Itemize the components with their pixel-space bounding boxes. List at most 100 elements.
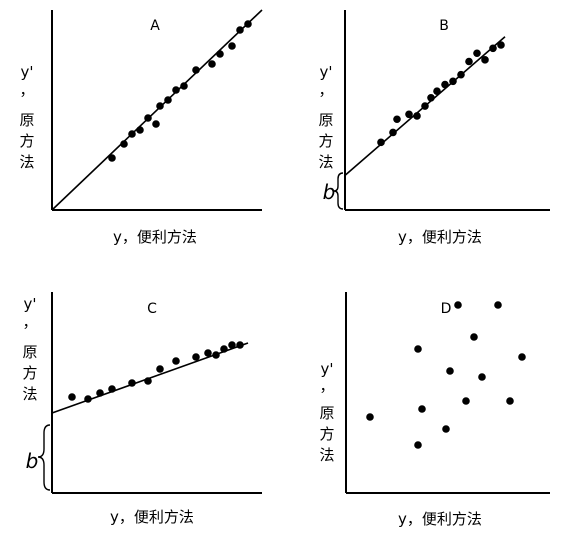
data-point xyxy=(192,353,200,361)
data-point xyxy=(449,77,457,86)
intercept-brace xyxy=(37,424,51,491)
data-point xyxy=(108,385,116,393)
data-point xyxy=(208,60,216,68)
data-point xyxy=(68,393,76,401)
data-points xyxy=(366,301,526,449)
data-point xyxy=(442,425,450,433)
y-label-prime: y' xyxy=(320,360,333,378)
panel-c: C y' ， 原 方 法 b y，便利方法 xyxy=(22,292,262,526)
data-point xyxy=(506,397,514,405)
y-label-char-3: 法 xyxy=(318,153,333,171)
data-point xyxy=(393,115,401,124)
y-label-prime: y' xyxy=(319,63,332,81)
panel-a: A y' ， 原 方 法 y，便利方法 xyxy=(19,9,263,246)
data-point xyxy=(389,128,397,137)
y-label-char-2: 方 xyxy=(22,364,37,382)
y-label-prime: y' xyxy=(20,63,33,81)
x-axis-label: y，便利方法 xyxy=(110,508,194,526)
data-point xyxy=(377,138,385,147)
data-point xyxy=(414,345,422,353)
data-point xyxy=(478,373,486,381)
data-point xyxy=(462,397,470,405)
panel-title: D xyxy=(441,301,452,317)
data-point xyxy=(192,66,200,74)
panel-title: C xyxy=(147,301,157,317)
data-point xyxy=(84,395,92,403)
data-point xyxy=(96,389,104,397)
data-point xyxy=(128,130,136,138)
data-point xyxy=(156,365,164,373)
data-points xyxy=(51,9,263,211)
y-label-char-1: 原 xyxy=(318,111,333,129)
data-point xyxy=(473,49,481,58)
data-point xyxy=(236,26,244,34)
x-axis-label: y，便利方法 xyxy=(398,228,482,246)
data-point xyxy=(366,413,374,421)
y-label-comma: ， xyxy=(19,81,34,99)
data-point xyxy=(481,56,489,64)
data-point xyxy=(433,87,441,95)
data-point xyxy=(418,405,426,413)
intercept-label: b xyxy=(323,180,336,204)
data-point xyxy=(136,126,144,134)
data-point xyxy=(446,367,454,375)
y-label-comma: ， xyxy=(22,313,37,331)
y-label-char-3: 法 xyxy=(19,153,34,171)
data-point xyxy=(414,441,422,449)
y-label-char-1: 原 xyxy=(22,343,37,361)
data-point xyxy=(494,301,502,309)
data-point xyxy=(441,80,449,89)
data-point xyxy=(465,57,473,66)
data-point xyxy=(204,349,212,357)
data-point xyxy=(180,82,188,90)
data-point xyxy=(421,102,429,110)
data-point xyxy=(172,86,180,94)
fit-line xyxy=(51,9,263,211)
panel-title: B xyxy=(439,18,449,34)
data-point xyxy=(220,345,228,353)
data-point xyxy=(172,357,180,365)
y-label-char-2: 方 xyxy=(318,132,333,150)
data-point xyxy=(489,44,497,53)
data-point xyxy=(144,114,152,122)
y-label-char-3: 法 xyxy=(22,385,37,403)
data-point xyxy=(228,341,236,349)
intercept-brace xyxy=(333,172,344,210)
data-point xyxy=(454,301,462,309)
data-point xyxy=(128,379,136,387)
data-point xyxy=(236,341,244,349)
y-label-comma: ， xyxy=(319,377,334,395)
data-point xyxy=(156,102,164,110)
data-point xyxy=(497,41,505,49)
y-label-char-1: 原 xyxy=(319,404,334,422)
data-point xyxy=(518,353,526,361)
x-axis-label: y，便利方法 xyxy=(113,228,197,246)
panel-b: B y' ， 原 方 法 b y，便利方法 xyxy=(318,10,550,246)
data-point xyxy=(152,120,160,128)
data-point xyxy=(405,110,413,119)
data-point xyxy=(164,96,172,104)
data-point xyxy=(427,94,435,102)
panel-title: A xyxy=(150,18,160,34)
y-label-char-1: 原 xyxy=(19,111,34,129)
data-point xyxy=(228,42,236,50)
y-label-comma: ， xyxy=(318,81,333,99)
data-point xyxy=(244,20,252,28)
data-points xyxy=(51,341,249,414)
intercept-label: b xyxy=(26,449,39,473)
data-point xyxy=(470,333,478,341)
data-point xyxy=(457,70,465,79)
data-point xyxy=(108,154,116,162)
data-point xyxy=(144,377,152,385)
data-point xyxy=(413,112,421,120)
panel-d: D y' ， 原 方 法 y，便利方法 xyxy=(319,292,550,528)
y-label-char-2: 方 xyxy=(319,425,334,443)
y-label-char-3: 法 xyxy=(319,446,334,464)
data-point xyxy=(212,351,220,359)
data-points xyxy=(344,36,506,176)
x-axis-label: y，便利方法 xyxy=(398,510,482,528)
data-point xyxy=(120,140,128,148)
y-label-char-2: 方 xyxy=(19,132,34,150)
y-label-prime: y' xyxy=(23,295,36,313)
